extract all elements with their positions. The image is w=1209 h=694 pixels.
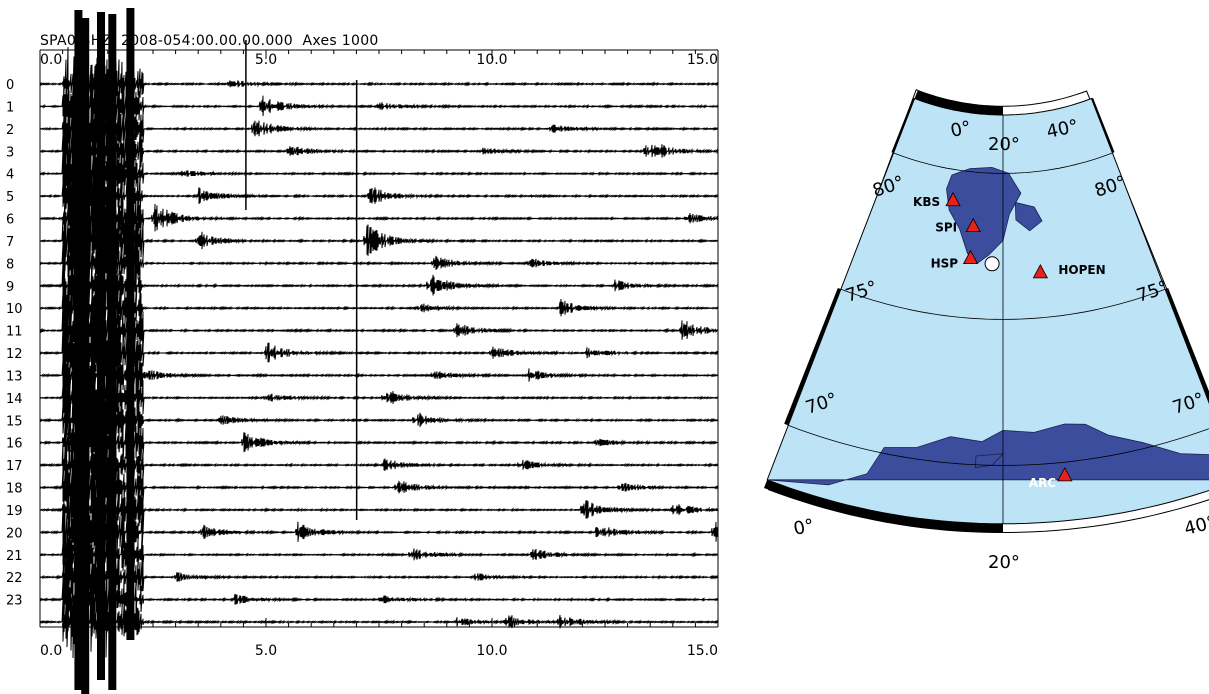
station-hopen-label: HOPEN	[1058, 263, 1105, 277]
row-label-10: 10	[6, 302, 23, 317]
trace-row-6	[39, 169, 719, 263]
top-tick-label: 10.0	[476, 52, 507, 68]
row-label-12: 12	[6, 347, 23, 362]
trace-row-22	[39, 527, 719, 623]
trace-row-8	[39, 217, 719, 305]
spike-column	[355, 80, 358, 520]
bottom-tick-label: 10.0	[476, 643, 507, 659]
row-label-3: 3	[6, 145, 14, 160]
trace-row-1	[39, 63, 719, 146]
frame-band-right-mid	[1165, 287, 1209, 403]
row-label-13: 13	[6, 369, 23, 384]
land-edgeoya	[1014, 201, 1043, 232]
frame-band-left-top	[891, 97, 915, 153]
station-spi-label: SPI	[935, 221, 957, 235]
row-label-0: 0	[6, 78, 14, 93]
bottom-tick-label: 5.0	[255, 643, 277, 659]
trace-row-24	[39, 575, 719, 664]
trace-row-12	[39, 312, 719, 390]
row-label-5: 5	[6, 190, 14, 205]
station-hsp-label: HSP	[931, 257, 959, 271]
station-spi-marker	[965, 217, 981, 233]
trace-row-7	[39, 203, 719, 275]
trace-row-15	[39, 376, 719, 460]
trace-row-20	[39, 488, 719, 572]
spike-column	[74, 10, 83, 690]
trace-row-18	[39, 446, 719, 525]
row-label-7: 7	[6, 235, 14, 250]
station-arc-label: ARC	[1029, 476, 1057, 490]
label-lon-20-top: 20°	[988, 134, 1020, 155]
trace-row-17	[39, 422, 719, 504]
station-kbs-marker	[945, 191, 961, 207]
trace-row-21	[39, 515, 719, 590]
header-axes-label: Axes	[302, 33, 338, 49]
row-label-22: 22	[6, 571, 23, 586]
row-label-18: 18	[6, 482, 23, 497]
trace-row-9	[39, 246, 719, 322]
label-lon-40-bottom: 40°	[1182, 512, 1209, 540]
frame-band-bottom	[764, 479, 1003, 533]
trace-row-11	[39, 283, 719, 374]
trace-row-19	[39, 471, 719, 545]
row-label-23: 23	[6, 594, 23, 609]
top-tick-label: 15.0	[687, 52, 718, 68]
station-hsp-marker	[962, 249, 979, 265]
label-lon-20-bottom: 20°	[988, 552, 1020, 573]
frame-band-left-mid	[784, 287, 841, 426]
station-hopen-marker	[1032, 264, 1049, 279]
row-label-20: 20	[6, 526, 23, 541]
trace-row-10	[39, 273, 719, 340]
trace-row-16	[39, 397, 719, 484]
row-label-16: 16	[6, 437, 23, 452]
label-lon-0-bottom: 0°	[792, 515, 816, 540]
row-label-6: 6	[6, 213, 14, 228]
array-marker	[984, 256, 1000, 272]
spike-column	[81, 18, 90, 694]
trace-row-14	[39, 359, 719, 433]
trace-row-23	[39, 552, 719, 643]
row-label-2: 2	[6, 123, 14, 138]
row-label-1: 1	[6, 100, 14, 115]
trace-row-5	[39, 155, 719, 233]
row-label-8: 8	[6, 257, 14, 272]
row-label-4: 4	[6, 168, 14, 183]
trace-row-3	[39, 109, 719, 189]
label-lon-0-top: 0°	[949, 117, 973, 142]
station-kbs-label: KBS	[913, 195, 940, 209]
header-axes-value: 1000	[341, 33, 379, 49]
trace-row-0	[39, 47, 719, 118]
trace-row-13	[39, 331, 719, 416]
bottom-tick-label: 0.0	[40, 643, 62, 659]
header-start-time: 2008-054:00.00.00.000	[121, 33, 293, 49]
spike-column	[108, 14, 117, 690]
station-arc-marker	[1057, 467, 1073, 482]
top-tick-label: 5.0	[255, 52, 277, 68]
row-label-9: 9	[6, 280, 14, 295]
row-label-14: 14	[6, 392, 23, 407]
row-label-11: 11	[6, 325, 23, 340]
land-scandinavia	[767, 423, 1209, 486]
spike-column	[126, 8, 135, 640]
row-label-21: 21	[6, 549, 23, 564]
trace-row-4	[39, 125, 719, 218]
row-label-19: 19	[6, 504, 23, 519]
top-tick-label: 0.0	[40, 52, 62, 68]
row-label-17: 17	[6, 459, 23, 474]
spike-column	[245, 40, 247, 210]
spike-column	[97, 12, 106, 680]
land-svalbard	[946, 166, 1022, 264]
frame-band-top	[914, 90, 1003, 115]
bottom-tick-label: 15.0	[687, 643, 718, 659]
map-sea	[766, 97, 1209, 525]
row-label-15: 15	[6, 414, 23, 429]
frame-band-right-top	[1091, 97, 1115, 153]
trace-row-2	[39, 88, 719, 166]
